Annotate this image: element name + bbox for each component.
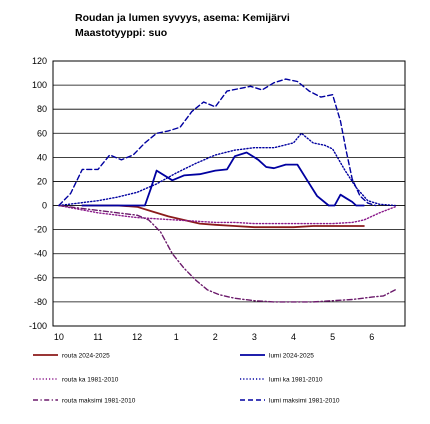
y-tick-label: 60 bbox=[37, 128, 47, 138]
x-tick-label: 1 bbox=[174, 332, 179, 342]
x-tick-label: 5 bbox=[330, 332, 335, 342]
y-tick-label: 80 bbox=[37, 104, 47, 114]
series-line-lumi-2024-2025 bbox=[81, 151, 365, 207]
x-tick-label: 12 bbox=[132, 332, 142, 342]
grid-lines bbox=[53, 84, 405, 303]
chart-title-block: Roudan ja lumen syvyys, asema: Kemijärvi… bbox=[75, 11, 290, 41]
y-axis-ticks: -100 -80 -60 -40 -20 0 20 40 60 80 100 120 bbox=[29, 56, 47, 331]
legend-label-lumi-ka-1981-2010: lumi ka 1981-2010 bbox=[269, 377, 323, 384]
legend: routa 2024-2025 lumi 2024-2025 routa ka 19… bbox=[33, 353, 340, 405]
y-tick-label: 120 bbox=[32, 56, 47, 66]
legend-label-routa-maksimi-1981-2010: routa maksimi 1981-2010 bbox=[62, 398, 136, 405]
series-line-lumi-ka-1981-2010 bbox=[58, 132, 396, 207]
y-tick-label: -100 bbox=[29, 321, 47, 331]
y-tick-label: -60 bbox=[34, 273, 47, 283]
x-axis-ticks: 10 11 12 1 2 3 4 5 6 bbox=[54, 332, 374, 342]
y-tick-label: -40 bbox=[34, 249, 47, 259]
y-tick-label: 100 bbox=[32, 80, 47, 90]
chart-subtitle: Maastotyyppi: suo bbox=[75, 27, 168, 39]
x-tick-label: 10 bbox=[54, 332, 64, 342]
plot-area bbox=[52, 60, 406, 327]
y-tick-label: 40 bbox=[37, 152, 47, 162]
x-tick-label: 3 bbox=[252, 332, 257, 342]
x-tick-label: 4 bbox=[291, 332, 296, 342]
y-tick-label: 0 bbox=[42, 201, 47, 211]
x-tick-label: 2 bbox=[213, 332, 218, 342]
series-line-lumi-maksimi-1981-2010 bbox=[58, 78, 377, 207]
legend-label-lumi-maksimi-1981-2010: lumi maksimi 1981-2010 bbox=[269, 398, 340, 405]
legend-label-routa-ka-1981-2010: routa ka 1981-2010 bbox=[62, 377, 119, 384]
series-line-routa-maksimi-1981-2010 bbox=[58, 204, 396, 303]
legend-label-lumi-2024-2025: lumi 2024-2025 bbox=[269, 353, 314, 360]
series-line-routa-ka-1981-2010 bbox=[58, 204, 396, 225]
series-lines bbox=[58, 78, 396, 303]
y-tick-label: -20 bbox=[34, 225, 47, 235]
y-tick-label: 20 bbox=[37, 176, 47, 186]
chart-title: Roudan ja lumen syvyys, asema: Kemijärvi bbox=[75, 12, 290, 24]
x-tick-label: 11 bbox=[93, 332, 102, 342]
x-tick-label: 6 bbox=[369, 332, 374, 342]
legend-label-routa-2024-2025: routa 2024-2025 bbox=[62, 353, 110, 360]
y-tick-label: -80 bbox=[34, 297, 47, 307]
series-line-routa-2024-2025 bbox=[81, 204, 365, 229]
